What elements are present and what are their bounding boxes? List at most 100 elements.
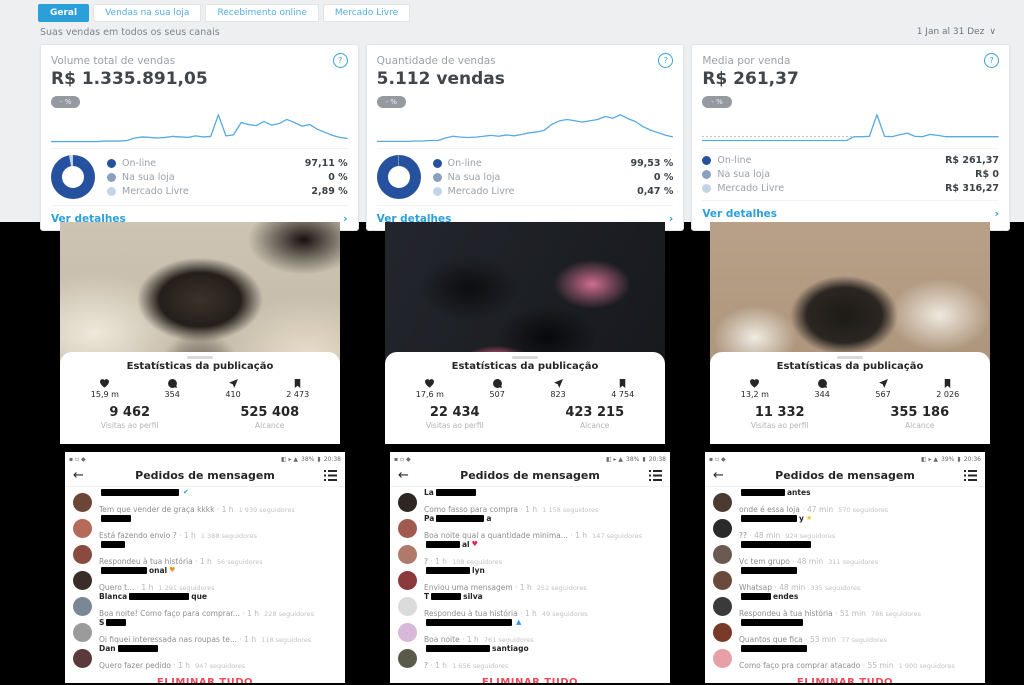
message-request-row[interactable]: Blanca que Boa noite! Como faço para com… xyxy=(65,592,345,619)
instagram-post-stats: Estatísticas da publicação 15,9 m 354 41… xyxy=(60,222,340,444)
followers-count: 252 seguidores xyxy=(536,584,587,592)
dashboard-subtitle: Suas vendas em todos os seus canais xyxy=(40,27,220,38)
sort-list-icon[interactable] xyxy=(640,466,662,485)
message-request-row[interactable]: santiago ? · 1 h 1 656 seguidores xyxy=(390,644,670,671)
message-request-row[interactable]: al ♥ ? · 1 h 108 seguidores xyxy=(390,540,670,567)
sort-list-icon[interactable] xyxy=(955,466,977,485)
message-request-row[interactable]: lyn Enviou uma mensagem · 1 h 252 seguid… xyxy=(390,566,670,593)
message-request-row[interactable]: Como faço pra comprar atacado · 55 min 1… xyxy=(705,645,985,671)
followers-count: 924 seguidores xyxy=(785,532,836,540)
chevron-right-icon[interactable]: › xyxy=(343,212,348,225)
channel-donut-chart xyxy=(51,155,95,199)
avatar[interactable] xyxy=(713,596,732,616)
post-stats-panel: Estatísticas da publicação 17,6 m 507 82… xyxy=(385,352,665,444)
message-request-row[interactable]: Vc tem grupo · 48 min 311 seguidores xyxy=(705,541,985,567)
redaction-bar xyxy=(101,515,131,522)
avatar[interactable] xyxy=(398,544,417,564)
message-request-row[interactable]: Respondeu à tua história · 1 h 56 seguid… xyxy=(65,541,345,567)
delete-all-button[interactable]: ELIMINAR TUDO xyxy=(481,677,579,683)
card-title: Media por venda xyxy=(702,54,791,67)
drag-handle[interactable] xyxy=(512,356,538,359)
help-icon[interactable]: ? xyxy=(658,53,674,68)
tab-vendas-na-sua-loja[interactable]: Vendas na sua loja xyxy=(93,4,202,22)
help-icon[interactable]: ? xyxy=(984,53,1000,68)
message-request-row[interactable]: ✔ Tem que vender de graça kkkk · 1 h 1 9… xyxy=(65,489,345,515)
avatar[interactable] xyxy=(73,492,92,512)
name-badge-icon: ★ xyxy=(805,514,813,522)
legend-dot-mercado-livre xyxy=(702,184,712,193)
redaction-bar xyxy=(741,593,771,600)
back-arrow-icon[interactable]: ← xyxy=(398,468,409,483)
message-request-row[interactable]: Whatsap · 48 min 335 seguidores xyxy=(705,567,985,593)
avatar[interactable] xyxy=(713,570,732,590)
ver-detalhes-link[interactable]: Ver detalhes xyxy=(51,212,126,225)
message-request-row[interactable]: antes onde é essa loja · 47 min 570 segu… xyxy=(705,488,985,515)
back-arrow-icon[interactable]: ← xyxy=(73,468,84,483)
message-preview: Quero t... xyxy=(99,583,135,592)
followers-count: 311 seguidores xyxy=(828,558,879,566)
saves-count: 2 026 xyxy=(936,390,960,399)
message-request-row[interactable]: Pa a Boa noite qual a quantidade minima.… xyxy=(390,514,670,541)
delete-all-button[interactable]: ELIMINAR TUDO xyxy=(156,677,254,683)
legend-dot-mercado-livre xyxy=(107,186,116,196)
date-range-selector[interactable]: 1 Jan al 31 Dez ∨ xyxy=(917,27,996,37)
shares-count: 567 xyxy=(875,390,891,399)
message-request-row[interactable]: y ★ ?? · 48 min 924 seguidores xyxy=(705,514,985,541)
delete-all-button[interactable]: ELIMINAR TUDO xyxy=(796,677,894,683)
username-visible: lyn xyxy=(472,566,485,575)
message-preview: Boa noite qual a quantidade minima... xyxy=(424,531,568,540)
card-media-por-venda: Media por venda ? R$ 261,37 - % On-line R… xyxy=(691,44,1011,231)
help-icon[interactable]: ? xyxy=(332,53,348,68)
message-time: · 55 min xyxy=(860,661,894,670)
message-request-row[interactable]: S Oi fiquei interessada nas roupas te...… xyxy=(65,618,345,645)
chevron-right-icon[interactable]: › xyxy=(668,212,674,225)
ver-detalhes-link[interactable]: Ver detalhes xyxy=(702,207,778,220)
avatar[interactable] xyxy=(73,648,92,668)
avatar[interactable] xyxy=(398,622,417,642)
avatar[interactable] xyxy=(73,596,92,616)
percent-badge: - % xyxy=(376,96,407,108)
redaction-bar xyxy=(106,619,127,626)
avatar[interactable] xyxy=(713,648,732,668)
avatar[interactable] xyxy=(73,544,92,564)
message-request-list: La Como fasso para compra · 1 h 1 158 se… xyxy=(390,487,670,673)
avatar[interactable] xyxy=(713,622,732,642)
sort-list-icon[interactable] xyxy=(315,466,337,485)
message-request-row[interactable]: Dan Quero fazer pedido · 1 h 947 seguido… xyxy=(65,644,345,671)
avatar[interactable] xyxy=(398,570,417,590)
avatar[interactable] xyxy=(398,518,417,538)
card-value: R$ 261,37 xyxy=(702,69,799,89)
avatar[interactable] xyxy=(713,518,732,538)
drag-handle[interactable] xyxy=(837,356,863,359)
chevron-right-icon[interactable]: › xyxy=(994,207,1000,220)
drag-handle[interactable] xyxy=(187,356,213,359)
legend-dot-online xyxy=(107,158,116,168)
tab-geral[interactable]: Geral xyxy=(38,4,90,22)
username-visible: Dan xyxy=(99,644,116,653)
avatar[interactable] xyxy=(398,492,417,512)
message-request-row[interactable]: endes Respondeu à tua história · 51 min … xyxy=(705,592,985,619)
shares-count: 410 xyxy=(225,390,241,399)
message-time: · 47 min xyxy=(799,505,834,514)
avatar[interactable] xyxy=(398,648,417,668)
back-arrow-icon[interactable]: ← xyxy=(713,468,724,483)
message-request-row[interactable]: Quantos que fica · 53 min 77 seguidores xyxy=(705,619,985,645)
message-request-row[interactable]: ▲ Boa noite · 1 h 761 seguidores xyxy=(390,619,670,645)
comments-count: 507 xyxy=(489,390,505,399)
message-request-row[interactable]: T silva Respondeu à tua história · 1 h 4… xyxy=(390,592,670,619)
avatar[interactable] xyxy=(398,596,417,616)
avatar[interactable] xyxy=(713,492,732,512)
avatar[interactable] xyxy=(73,570,92,590)
avatar[interactable] xyxy=(73,622,92,642)
message-request-row[interactable]: onal ♥ Quero t... · 1 h 1 291 seguidores xyxy=(65,566,345,593)
redaction-bar xyxy=(431,593,462,600)
avatar[interactable] xyxy=(713,544,732,564)
tab-mercado-livre[interactable]: Mercado Livre xyxy=(322,4,411,22)
avatar[interactable] xyxy=(73,518,92,538)
message-request-row[interactable]: La Como fasso para compra · 1 h 1 158 se… xyxy=(390,488,670,515)
username-visible: santiago xyxy=(492,644,529,653)
tab-recebimento-online[interactable]: Recebimento online xyxy=(205,4,319,22)
reach-value: 525 408 xyxy=(240,405,300,420)
ver-detalhes-link[interactable]: Ver detalhes xyxy=(376,212,452,225)
message-request-row[interactable]: Está fazendo envio ? · 1 h 1 388 seguido… xyxy=(65,515,345,541)
